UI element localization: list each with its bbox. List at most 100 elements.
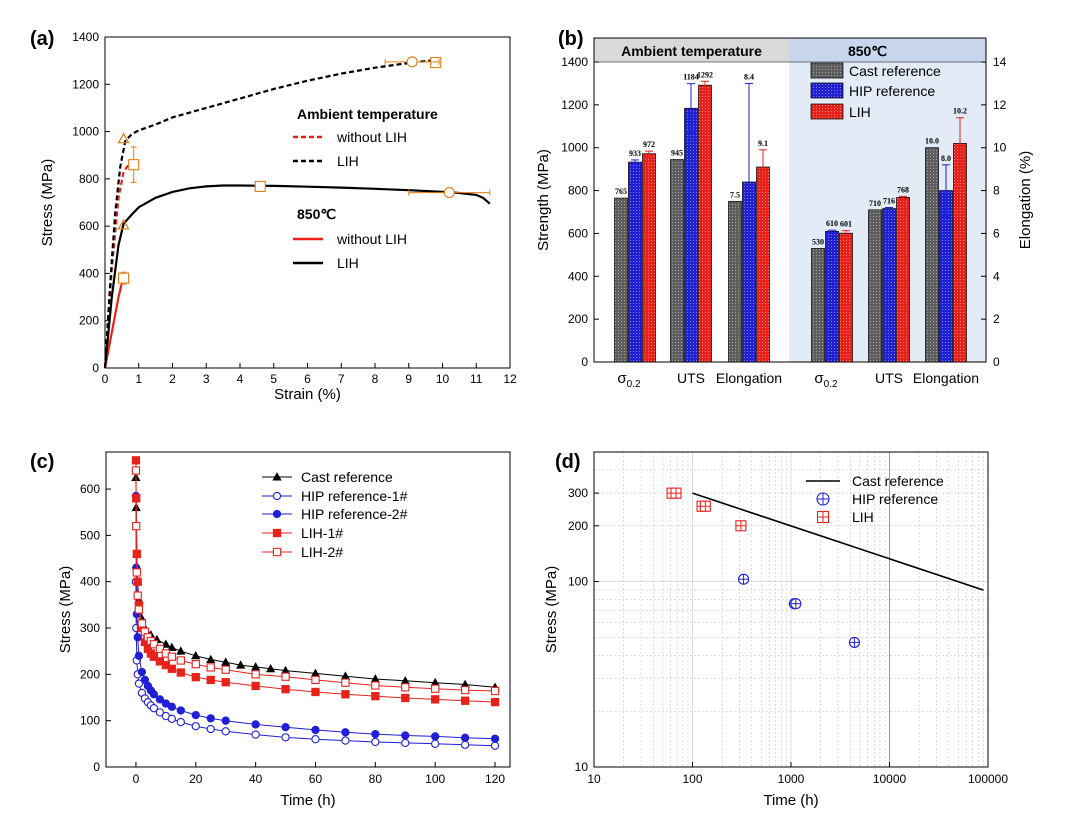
b-bar-value-label: 768 (897, 185, 909, 194)
c-point-4-4 (134, 605, 144, 614)
c-point-3-14 (191, 672, 200, 682)
b-ytick-label: 1200 (561, 98, 588, 112)
c-point-4-10 (155, 644, 165, 654)
b-legend-swatch-0 (810, 62, 844, 79)
c-point-3-24 (460, 696, 470, 705)
a-xlabel: Strain (%) (274, 386, 341, 403)
c-point-3-9 (149, 652, 159, 661)
b-bar-value-label: 601 (840, 220, 852, 229)
c-point-4-17 (251, 670, 260, 679)
a-ytick-label: 0 (92, 361, 99, 375)
c-legend-entry: HIP reference-2# (301, 506, 408, 522)
d-ytick-label: 300 (568, 486, 588, 500)
c-point-2-16 (221, 716, 230, 725)
b-ytick-label: 800 (568, 184, 588, 198)
c-point-3-19 (311, 687, 320, 697)
c-point-4-2 (132, 568, 141, 577)
c-point-0-15 (236, 660, 246, 669)
c-point-1-22 (401, 738, 410, 748)
c-point-4-21 (371, 681, 380, 690)
b-ylabel: Strength (MPa) (535, 149, 552, 251)
c-point-4-25 (490, 686, 500, 696)
c-point-1-4 (134, 679, 144, 688)
b-bar-0-1 (628, 161, 642, 363)
b-ytick-label: 1000 (561, 141, 588, 155)
c-point-2-22 (401, 731, 410, 740)
b-category-label-3: σ0.2 (814, 370, 838, 390)
b-bar-value-label: 765 (615, 187, 627, 196)
c-point-1-9 (149, 704, 159, 713)
a-legend-entry: LIH (337, 153, 359, 169)
d-legend-entry: Cast reference (852, 473, 944, 489)
b-bar-value-label: 9.1 (758, 139, 768, 148)
a-xtick-label: 3 (203, 372, 210, 386)
a-legend-entry: without LIH (336, 231, 407, 247)
c-ytick-label: 100 (80, 714, 100, 728)
a-xtick-label: 6 (304, 372, 311, 386)
c-point-4-23 (431, 684, 440, 693)
a-xtick-label: 1 (135, 372, 142, 386)
c-ytick-label: 200 (80, 667, 100, 681)
c-point-0-16 (251, 662, 261, 671)
a-xtick-label: 12 (503, 372, 517, 386)
c-point-3-22 (401, 693, 410, 703)
a-marker-2 (430, 56, 442, 69)
b-category-label-1: UTS (677, 370, 705, 386)
a-ylabel: Stress (MPa) (39, 159, 56, 247)
b-bar-4-0 (868, 209, 882, 363)
a-marker-5 (117, 218, 130, 230)
b-ytick-label: 1400 (561, 55, 588, 69)
c-point-1-19 (311, 735, 320, 744)
panel-a-frame (104, 36, 511, 369)
c-point-2-13 (176, 706, 185, 715)
d-xlabel: Time (h) (763, 792, 818, 809)
c-point-4-13 (176, 656, 185, 665)
c-point-1-13 (176, 717, 185, 727)
c-legend-marker-3 (272, 528, 282, 538)
c-xlabel: Time (h) (280, 792, 335, 809)
c-point-1-20 (341, 736, 350, 745)
b-bar-2-0 (728, 200, 742, 363)
c-legend-marker-1 (272, 491, 282, 501)
c-ytick-label: 0 (93, 760, 100, 774)
b-bar-0-2 (642, 153, 656, 363)
c-point-2-3 (133, 633, 142, 642)
c-point-0-14 (221, 657, 231, 666)
b-sigma-subscript: 0.2 (824, 379, 838, 390)
c-point-3-18 (281, 685, 290, 694)
c-point-4-19 (311, 675, 320, 685)
c-point-1-23 (431, 739, 440, 748)
a-ytick-label: 1200 (72, 77, 99, 91)
b-bar-5-2 (953, 143, 967, 363)
b-bar-value-label: 716 (883, 197, 895, 206)
c-xtick-label: 120 (485, 772, 505, 786)
panel-c-frame (105, 451, 511, 768)
a-ytick-label: 1000 (72, 125, 99, 139)
c-xtick-label: 60 (309, 772, 323, 786)
c-point-2-14 (191, 710, 200, 720)
b-bar-value-label: 7.5 (730, 190, 740, 199)
a-series-line-0 (103, 158, 138, 369)
c-xtick-label: 100 (425, 772, 445, 786)
d-ytick-label: 100 (568, 575, 588, 589)
c-xtick-label: 80 (369, 772, 383, 786)
c-point-2-19 (311, 725, 320, 735)
a-series-line-1 (103, 58, 440, 369)
c-point-0-10 (167, 642, 177, 651)
c-xtick-label: 0 (133, 772, 140, 786)
d-series-line-0 (692, 492, 984, 591)
b-bar-1-2 (698, 84, 712, 363)
c-point-4-3 (133, 591, 142, 600)
c-legend-marker-0 (272, 472, 282, 481)
a-xtick-label: 4 (237, 372, 244, 386)
b-category-label-0: σ0.2 (617, 370, 641, 390)
panel-a-label: (a) (30, 28, 54, 50)
b-bar-3-2 (839, 232, 853, 363)
c-legend-entry: HIP reference-1# (301, 488, 408, 504)
b-ytick-label: 400 (568, 269, 588, 283)
b-y2tick-label: 10 (993, 141, 1007, 155)
c-point-1-15 (206, 724, 215, 734)
a-marker-1 (117, 132, 130, 144)
a-xtick-label: 0 (102, 372, 109, 386)
